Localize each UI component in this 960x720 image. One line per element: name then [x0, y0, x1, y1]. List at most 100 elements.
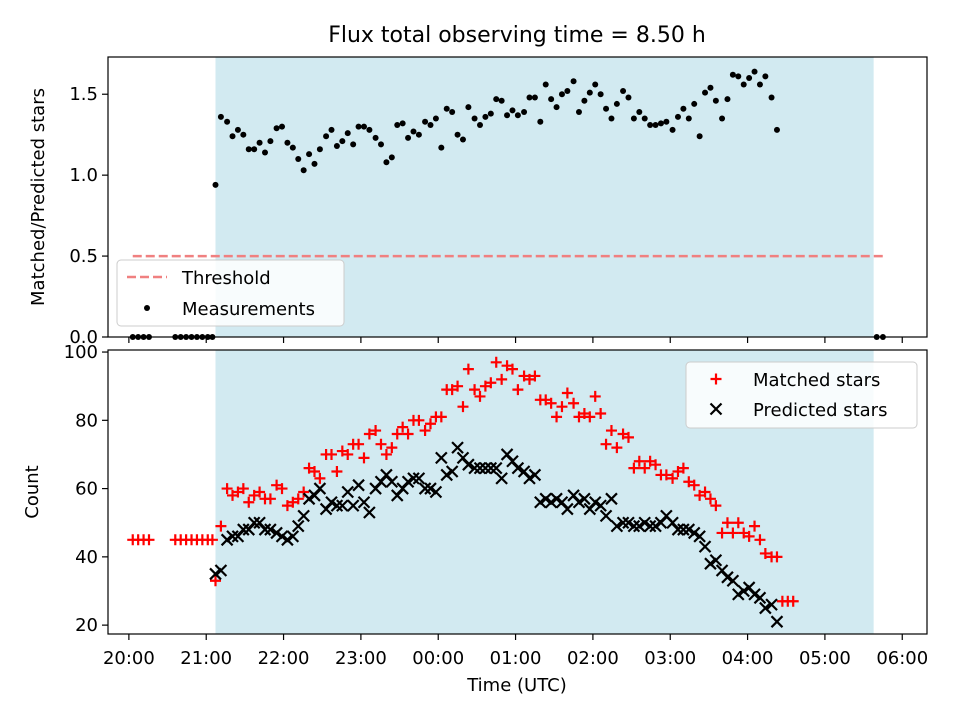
predicted-star-point — [418, 482, 432, 495]
matched-star-point — [639, 462, 651, 474]
measurement-point — [399, 120, 406, 127]
matched-star-point — [298, 486, 310, 498]
matched-star-point — [732, 517, 744, 529]
y-tick-label: 40 — [75, 547, 98, 568]
measurement-point — [740, 81, 747, 88]
measurement-point — [674, 113, 681, 120]
measurement-point — [608, 115, 615, 122]
measurement-point — [482, 113, 489, 120]
measurement-point — [553, 104, 560, 111]
matched-star-point — [628, 462, 640, 474]
measurement-point — [630, 115, 637, 122]
ratio-legend: Threshold Measurements — [116, 259, 345, 327]
matched-star-point — [677, 462, 689, 474]
x-tick-label: 02:00 — [567, 648, 619, 669]
predicted-star-point — [599, 509, 613, 523]
predicted-star-point — [627, 519, 641, 533]
x-tick-label: 05:00 — [799, 648, 851, 669]
matched-star-point — [633, 455, 645, 467]
measurement-point — [350, 141, 357, 148]
predicted-star-point — [346, 499, 360, 512]
matched-star-point — [485, 377, 497, 389]
matched-star-point — [727, 527, 739, 539]
figure-title: Flux total observing time = 8.50 h — [328, 23, 706, 48]
measurement-point — [311, 160, 318, 167]
y-tick-label: 1.5 — [69, 84, 98, 105]
measurement-point — [267, 138, 274, 145]
predicted-star-point — [313, 482, 327, 495]
matched-star-point — [743, 530, 755, 542]
x-tick-label: 22:00 — [258, 648, 310, 669]
predicted-star-point — [528, 468, 542, 482]
matched-star-point — [589, 390, 601, 402]
matched-star-point — [469, 384, 481, 396]
measurement-point — [663, 118, 670, 125]
matched-star-point — [568, 397, 580, 409]
measurement-point — [652, 121, 659, 128]
legend-predicted-label: Predicted stars — [753, 400, 887, 421]
measurement-point — [273, 125, 280, 132]
measurement-point — [762, 73, 769, 80]
measurement-point — [229, 133, 236, 140]
predicted-star-point — [357, 495, 371, 509]
matched-star-point — [749, 520, 761, 532]
measurement-point — [696, 133, 703, 140]
predicted-star-point — [726, 574, 740, 588]
measurement-point — [526, 94, 533, 101]
measurement-point — [432, 115, 439, 122]
measurement-point — [261, 149, 268, 156]
measurement-point — [405, 134, 412, 141]
predicted-star-point — [286, 530, 300, 543]
predicted-star-point — [435, 451, 448, 465]
measurement-point — [620, 87, 627, 94]
measurement-point — [575, 109, 582, 116]
measurement-point — [339, 138, 346, 145]
measurement-point — [388, 154, 395, 161]
y-tick-label: 0.0 — [69, 327, 98, 348]
predicted-star-point — [698, 540, 712, 553]
measurement-point — [724, 96, 731, 103]
measurement-point — [669, 126, 676, 133]
x-tick-label: 04:00 — [722, 648, 774, 669]
matched-star-point — [435, 411, 447, 423]
predicted-star-point — [226, 530, 239, 543]
matched-star-point — [667, 472, 679, 484]
predicted-star-point — [330, 499, 344, 512]
measurement-point — [240, 131, 247, 138]
matched-star-point — [209, 575, 221, 587]
matched-star-point — [660, 469, 672, 481]
measurement-point — [514, 112, 521, 119]
measurement-point — [768, 94, 775, 101]
predicted-star-point — [385, 475, 399, 489]
matched-star-point — [353, 438, 365, 450]
predicted-star-point — [462, 458, 475, 471]
measurement-point — [279, 123, 286, 130]
measurement-point — [212, 181, 219, 188]
measurement-point — [498, 97, 505, 104]
predicted-star-point — [759, 601, 772, 615]
x-tick-label: 03:00 — [644, 648, 696, 669]
legend-measurement-swatch — [144, 305, 150, 311]
measurement-point — [581, 97, 588, 104]
predicted-star-point — [765, 598, 778, 611]
predicted-star-point — [237, 523, 250, 536]
measurement-point — [410, 128, 417, 135]
measurement-point — [372, 134, 379, 141]
matched-star-point — [419, 425, 431, 437]
x-tick-label: 00:00 — [412, 648, 464, 669]
predicted-star-point — [336, 499, 349, 512]
measurement-point — [438, 144, 445, 151]
predicted-star-point — [610, 519, 624, 533]
matched-star-point — [237, 483, 249, 495]
predicted-star-point — [412, 472, 426, 485]
measurement-point — [707, 84, 714, 91]
predicted-star-point — [473, 461, 487, 475]
legend-predicted-swatch — [709, 402, 723, 416]
measurement-point — [509, 107, 516, 114]
predicted-star-point — [451, 441, 464, 454]
matched-star-point — [771, 551, 783, 563]
measurement-point — [415, 131, 422, 138]
matched-star-point — [584, 411, 596, 423]
predicted-star-point — [484, 461, 498, 475]
measurement-point — [459, 136, 466, 143]
